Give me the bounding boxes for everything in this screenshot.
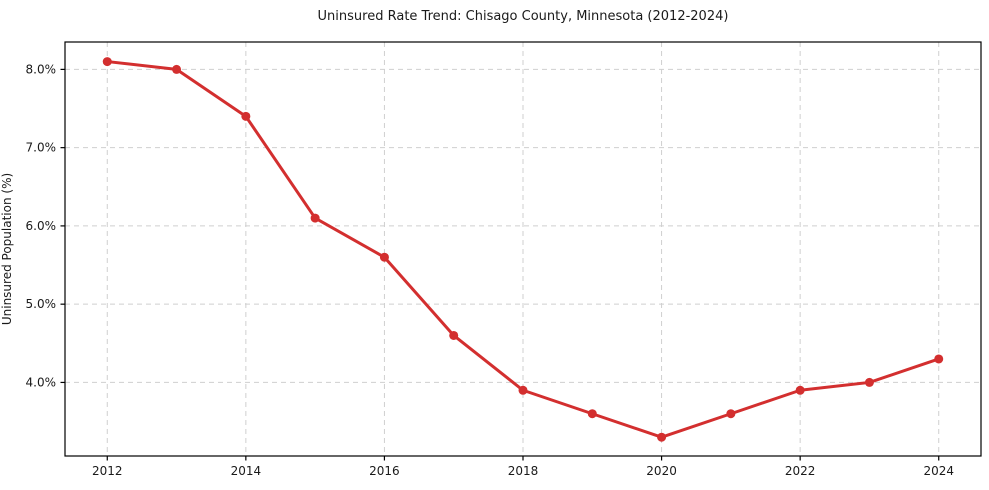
x-tick-label: 2024 [923,464,954,478]
x-tick-label: 2012 [92,464,123,478]
data-point [587,409,597,419]
data-point [518,385,528,395]
x-tick-label: 2016 [369,464,400,478]
data-point [726,409,736,419]
data-point [795,385,805,395]
data-point [657,432,667,442]
data-point [172,64,182,74]
data-point [310,213,320,223]
data-point [449,330,459,340]
y-tick-label: 7.0% [26,141,57,155]
y-tick-label: 5.0% [26,297,57,311]
y-tick-label: 6.0% [26,219,57,233]
data-point [864,377,874,387]
y-tick-label: 8.0% [26,62,57,76]
x-tick-label: 2022 [785,464,816,478]
data-point [102,57,112,67]
data-point [379,252,389,262]
x-tick-label: 2020 [646,464,677,478]
x-tick-label: 2014 [231,464,262,478]
y-tick-label: 4.0% [26,375,57,389]
x-tick-label: 2018 [508,464,539,478]
data-point [934,354,944,364]
data-point [241,111,251,121]
chart-title: Uninsured Rate Trend: Chisago County, Mi… [317,9,729,24]
